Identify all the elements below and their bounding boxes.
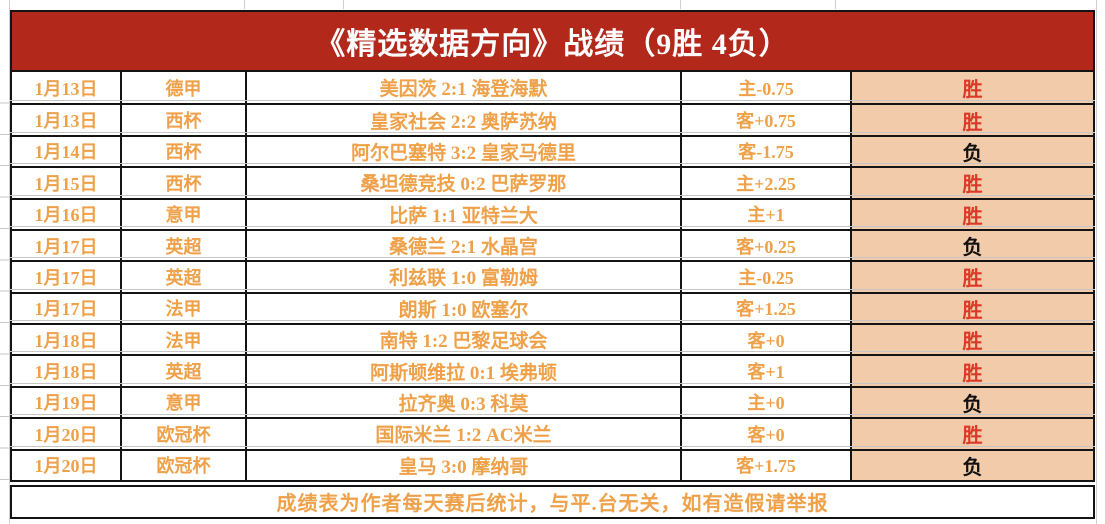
cell-handicap: 主-0.25 bbox=[682, 262, 852, 292]
cell-league: 英超 bbox=[122, 356, 247, 386]
cell-match: 皇马 3:0 摩纳哥 bbox=[247, 450, 682, 480]
cell-result: 胜 bbox=[852, 419, 1093, 449]
table-row: 1月18日 法甲 南特 1:2 巴黎足球会 客+0 胜 bbox=[10, 319, 1095, 355]
table-footer-note: 成绩表为作者每天赛后统计，与平.台无关，如有造假请举报 bbox=[10, 484, 1095, 519]
cell-league: 意甲 bbox=[122, 199, 247, 229]
cell-match: 皇家社会 2:2 奥萨苏纳 bbox=[247, 105, 682, 135]
gridline-top-3 bbox=[680, 0, 681, 9]
cell-match: 美因茨 2:1 海登海默 bbox=[247, 72, 682, 104]
cell-handicap: 主+2.25 bbox=[682, 168, 852, 198]
cell-date: 1月14日 bbox=[12, 136, 122, 167]
table-row: 1月17日 法甲 朗斯 1:0 欧塞尔 客+1.25 胜 bbox=[10, 288, 1095, 323]
cell-date: 1月13日 bbox=[12, 105, 122, 135]
table-row: 1月18日 英超 阿斯顿维拉 0:1 埃弗顿 客+1 胜 bbox=[10, 351, 1095, 386]
gridline-top-1 bbox=[244, 0, 245, 9]
cell-result: 胜 bbox=[852, 356, 1093, 386]
cell-handicap: 客+0.25 bbox=[682, 230, 852, 261]
cell-league: 意甲 bbox=[122, 387, 247, 418]
results-table: 《精选数据方向》战绩（9胜 4负） 1月13日 德甲 美因茨 2:1 海登海默 … bbox=[10, 10, 1095, 519]
cell-result: 胜 bbox=[852, 199, 1093, 229]
gridline-right bbox=[1096, 0, 1097, 524]
table-row: 1月14日 西杯 阿尔巴塞特 3:2 皇家马德里 客-1.75 负 bbox=[10, 131, 1095, 167]
table-row: 1月20日 欧冠杯 皇马 3:0 摩纳哥 客+1.75 负 bbox=[10, 445, 1095, 482]
cell-handicap: 客-1.75 bbox=[682, 136, 852, 167]
cell-date: 1月17日 bbox=[12, 293, 122, 323]
cell-result: 负 bbox=[852, 136, 1093, 167]
cell-league: 英超 bbox=[122, 262, 247, 292]
table-row: 1月15日 西杯 桑坦德竞技 0:2 巴萨罗那 主+2.25 胜 bbox=[10, 163, 1095, 198]
cell-league: 德甲 bbox=[122, 72, 247, 104]
cell-league: 英超 bbox=[122, 230, 247, 261]
cell-date: 1月17日 bbox=[12, 262, 122, 292]
cell-handicap: 主-0.75 bbox=[682, 72, 852, 104]
gridline-top-2 bbox=[343, 0, 344, 9]
cell-handicap: 客+0.75 bbox=[682, 105, 852, 135]
cell-handicap: 主+1 bbox=[682, 199, 852, 229]
cell-result: 负 bbox=[852, 450, 1093, 480]
cell-match: 阿斯顿维拉 0:1 埃弗顿 bbox=[247, 356, 682, 386]
cell-result: 负 bbox=[852, 230, 1093, 261]
cell-result: 胜 bbox=[852, 262, 1093, 292]
cell-league: 法甲 bbox=[122, 325, 247, 355]
cell-date: 1月20日 bbox=[12, 419, 122, 449]
cell-league: 西杯 bbox=[122, 136, 247, 167]
table-row: 1月17日 英超 利兹联 1:0 富勒姆 主-0.25 胜 bbox=[10, 257, 1095, 292]
table-row: 1月19日 意甲 拉齐奥 0:3 科莫 主+0 负 bbox=[10, 382, 1095, 418]
table-row: 1月17日 英超 桑德兰 2:1 水晶宫 客+0.25 负 bbox=[10, 225, 1095, 261]
table-body: 1月13日 德甲 美因茨 2:1 海登海默 主-0.75 胜 1月13日 西杯 … bbox=[10, 72, 1095, 482]
cell-match: 国际米兰 1:2 AC米兰 bbox=[247, 419, 682, 449]
cell-match: 朗斯 1:0 欧塞尔 bbox=[247, 293, 682, 323]
cell-date: 1月20日 bbox=[12, 450, 122, 480]
table-title: 《精选数据方向》战绩（9胜 4负） bbox=[10, 10, 1095, 72]
cell-date: 1月18日 bbox=[12, 325, 122, 355]
cell-match: 利兹联 1:0 富勒姆 bbox=[247, 262, 682, 292]
cell-match: 桑德兰 2:1 水晶宫 bbox=[247, 230, 682, 261]
cell-handicap: 客+1.75 bbox=[682, 450, 852, 480]
cell-handicap: 主+0 bbox=[682, 387, 852, 418]
cell-date: 1月19日 bbox=[12, 387, 122, 418]
cell-league: 欧冠杯 bbox=[122, 450, 247, 480]
table-row: 1月13日 西杯 皇家社会 2:2 奥萨苏纳 客+0.75 胜 bbox=[10, 100, 1095, 135]
cell-result: 胜 bbox=[852, 72, 1093, 104]
cell-match: 桑坦德竞技 0:2 巴萨罗那 bbox=[247, 168, 682, 198]
cell-match: 拉齐奥 0:3 科莫 bbox=[247, 387, 682, 418]
table-row: 1月20日 欧冠杯 国际米兰 1:2 AC米兰 客+0 胜 bbox=[10, 414, 1095, 449]
cell-date: 1月17日 bbox=[12, 230, 122, 261]
cell-handicap: 客+0 bbox=[682, 325, 852, 355]
cell-league: 欧冠杯 bbox=[122, 419, 247, 449]
cell-result: 胜 bbox=[852, 105, 1093, 135]
cell-handicap: 客+0 bbox=[682, 419, 852, 449]
cell-result: 胜 bbox=[852, 293, 1093, 323]
gridline-left bbox=[9, 0, 10, 524]
gridline-top-4 bbox=[835, 0, 836, 9]
cell-result: 负 bbox=[852, 387, 1093, 418]
gridline-row-stubs bbox=[0, 72, 9, 480]
cell-match: 阿尔巴塞特 3:2 皇家马德里 bbox=[247, 136, 682, 167]
cell-date: 1月15日 bbox=[12, 168, 122, 198]
cell-handicap: 客+1 bbox=[682, 356, 852, 386]
cell-date: 1月18日 bbox=[12, 356, 122, 386]
table-row: 1月13日 德甲 美因茨 2:1 海登海默 主-0.75 胜 bbox=[10, 72, 1095, 104]
cell-result: 胜 bbox=[852, 168, 1093, 198]
cell-league: 法甲 bbox=[122, 293, 247, 323]
cell-date: 1月13日 bbox=[12, 72, 122, 104]
cell-league: 西杯 bbox=[122, 168, 247, 198]
cell-result: 胜 bbox=[852, 325, 1093, 355]
cell-match: 比萨 1:1 亚特兰大 bbox=[247, 199, 682, 229]
cell-handicap: 客+1.25 bbox=[682, 293, 852, 323]
cell-match: 南特 1:2 巴黎足球会 bbox=[247, 325, 682, 355]
cell-league: 西杯 bbox=[122, 105, 247, 135]
cell-date: 1月16日 bbox=[12, 199, 122, 229]
table-row: 1月16日 意甲 比萨 1:1 亚特兰大 主+1 胜 bbox=[10, 194, 1095, 229]
